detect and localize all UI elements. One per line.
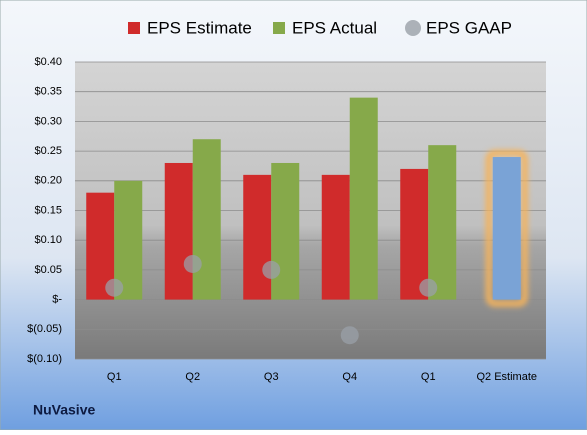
bar [243,174,272,300]
gaap-marker [183,254,202,273]
legend-marker [273,22,285,34]
gaap-marker [262,260,281,279]
x-tick-label: Q4 [342,371,357,383]
bar [349,97,378,300]
x-tick-label: Q2 [185,371,200,383]
bar [164,162,193,300]
highlight-glow [485,150,528,307]
gaap-marker [105,278,124,297]
legend-marker [405,20,421,36]
y-tick-label: $0.20 [34,175,62,187]
legend-label: EPS Estimate [147,18,252,37]
gaap-marker [340,326,359,345]
y-tick-label: $(0.10) [27,353,62,365]
bar [428,145,457,300]
legend-label: EPS Actual [292,18,377,37]
bar [492,157,521,300]
y-tick-label: $(0.05) [27,323,62,335]
y-tick-label: $0.10 [34,234,62,246]
y-tick-label: $0.40 [34,56,62,68]
legend-marker [128,22,140,34]
footer: NuVasive [33,402,95,418]
legend-label: EPS GAAP [426,18,512,37]
y-tick-label: $- [52,294,62,306]
y-tick-label: $0.25 [34,145,62,157]
x-tick-label: Q3 [264,371,279,383]
bar [192,139,221,300]
y-tick-label: $0.05 [34,264,62,276]
y-tick-label: $0.15 [34,204,62,216]
bar [114,180,143,300]
y-tick-label: $0.30 [34,115,62,127]
x-tick-label: Q1 [107,371,122,383]
x-tick-label: Q1 [421,371,436,383]
bar [271,162,300,300]
y-tick-label: $0.35 [34,86,62,98]
gaap-marker [419,278,438,297]
x-tick-label: Q2 Estimate [476,371,537,383]
bar [400,168,429,300]
bar [321,174,350,300]
